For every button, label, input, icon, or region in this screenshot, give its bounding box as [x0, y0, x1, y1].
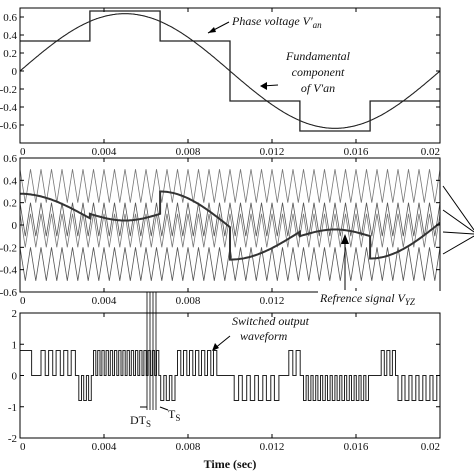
p1-series-group — [19, 10, 441, 132]
y-tick-label: 0.6 — [3, 153, 17, 165]
carrier-arrow-3 — [442, 231, 474, 235]
carrier-1 — [20, 169, 440, 203]
panel-middle-frame — [19, 157, 441, 293]
p1-x-ticks: 0 0.004 0.008 0.012 0.016 0.02 — [19, 8, 441, 158]
x-tick-label: 0.004 — [92, 441, 117, 453]
y-tick-label: -0.4 — [0, 102, 17, 114]
x-tick-label: 0 — [20, 146, 26, 158]
x-tick-label: 0.016 — [344, 146, 369, 158]
p3-series-group — [19, 350, 440, 401]
x-tick-label: 0 — [20, 441, 26, 453]
series-fundamental — [19, 13, 441, 129]
x-tick-label: 0.016 — [344, 441, 369, 453]
y-tick-label: -0.2 — [0, 242, 17, 254]
label-ts: TS — [168, 407, 180, 423]
arrowhead-phase-voltage — [208, 27, 216, 33]
p3-y-ticks: 2 1 0 -1 -2 — [8, 308, 440, 445]
x-tick-label: 0.012 — [260, 441, 285, 453]
ts-arrow — [159, 406, 169, 411]
panel-bottom: 2 1 0 -1 -2 0 0.004 0.008 0.012 0.016 0.02 Switch… — [8, 308, 441, 453]
p2-y-ticks: 0.6 0.4 0.2 0 -0.2 -0.4 -0.6 — [0, 153, 440, 299]
annotation-switched-line2: waveform — [240, 329, 288, 343]
x-tick-label: 0.008 — [176, 295, 201, 307]
annotation-fundamental-line1: Fundamental — [285, 49, 351, 63]
y-tick-label: -0.2 — [0, 84, 17, 96]
arrowhead-switched — [212, 343, 219, 351]
y-tick-label: 0.4 — [3, 175, 17, 187]
y-tick-label: 0 — [12, 371, 18, 383]
y-tick-label: 0.4 — [3, 30, 17, 42]
annotation-switched-line1: Switched output — [232, 314, 310, 328]
panel-middle: 0.6 0.4 0.2 0 -0.2 -0.4 -0.6 0 0.004 0.008 0.0120… — [0, 153, 474, 307]
y-tick-label: -1 — [8, 402, 17, 414]
carrier-arrow-2 — [442, 209, 474, 233]
switching-period-markers — [146, 292, 157, 410]
x-tick-label: 0.004 — [92, 146, 117, 158]
y-tick-label: 2 — [12, 308, 18, 320]
y-tick-label: 0.2 — [3, 48, 17, 60]
x-tick-label: 0.02 — [421, 146, 440, 158]
label-dts: DTS — [130, 413, 151, 429]
y-tick-label: 0.6 — [3, 12, 17, 24]
y-tick-label: -0.4 — [0, 265, 17, 277]
y-tick-label: -0.6 — [0, 120, 17, 132]
carrier-arrow-4 — [442, 235, 474, 255]
x-tick-label: 0.008 — [176, 441, 201, 453]
y-tick-label: 0 — [12, 220, 18, 232]
y-tick-label: 0.2 — [3, 198, 17, 210]
x-axis-label: Time (sec) — [204, 457, 257, 471]
x-tick-label: 0.02 — [421, 441, 440, 453]
carrier-arrow-1 — [442, 185, 474, 231]
series-reference-vyz — [20, 190, 440, 261]
reference-label-bg — [318, 291, 468, 307]
p2-carrier-group — [20, 169, 440, 281]
arrowhead-fundamental — [260, 82, 267, 90]
x-tick-label: 0.012 — [260, 295, 285, 307]
y-tick-label: 0 — [12, 66, 18, 78]
x-tick-label: 0 — [20, 295, 26, 307]
annotation-phase-voltage: Phase voltage V'an — [231, 14, 322, 30]
p1-y-ticks: 0.6 0.4 0.2 0 -0.2 -0.4 -0.6 — [0, 12, 440, 132]
annotation-reference: Refrence signal VYZ — [319, 291, 416, 307]
x-tick-label: 0.012 — [260, 146, 285, 158]
y-tick-label: -0.6 — [0, 287, 17, 299]
annotation-fundamental-line3: of V'an — [301, 81, 335, 95]
x-tick-label: 0.004 — [92, 295, 117, 307]
arrowhead-reference — [341, 234, 349, 244]
carrier-arrows — [442, 185, 474, 255]
series-switched-output — [19, 350, 440, 401]
y-tick-label: 1 — [12, 339, 18, 351]
panel-top: 0.60.40.20-0.2-0.4-0.6 0 0.004 0.008 0.012 0… — [0, 7, 441, 158]
p2-reference-group — [20, 190, 440, 261]
panel-top-frame — [19, 7, 441, 144]
p3-x-ticks: 0 0.004 0.008 0.012 0.016 0.02 — [19, 313, 441, 453]
annotation-fundamental-line2: component — [292, 65, 345, 79]
x-tick-label: 0.008 — [176, 146, 201, 158]
y-tick-label: -2 — [8, 433, 17, 445]
carrier-2 — [20, 202, 440, 237]
